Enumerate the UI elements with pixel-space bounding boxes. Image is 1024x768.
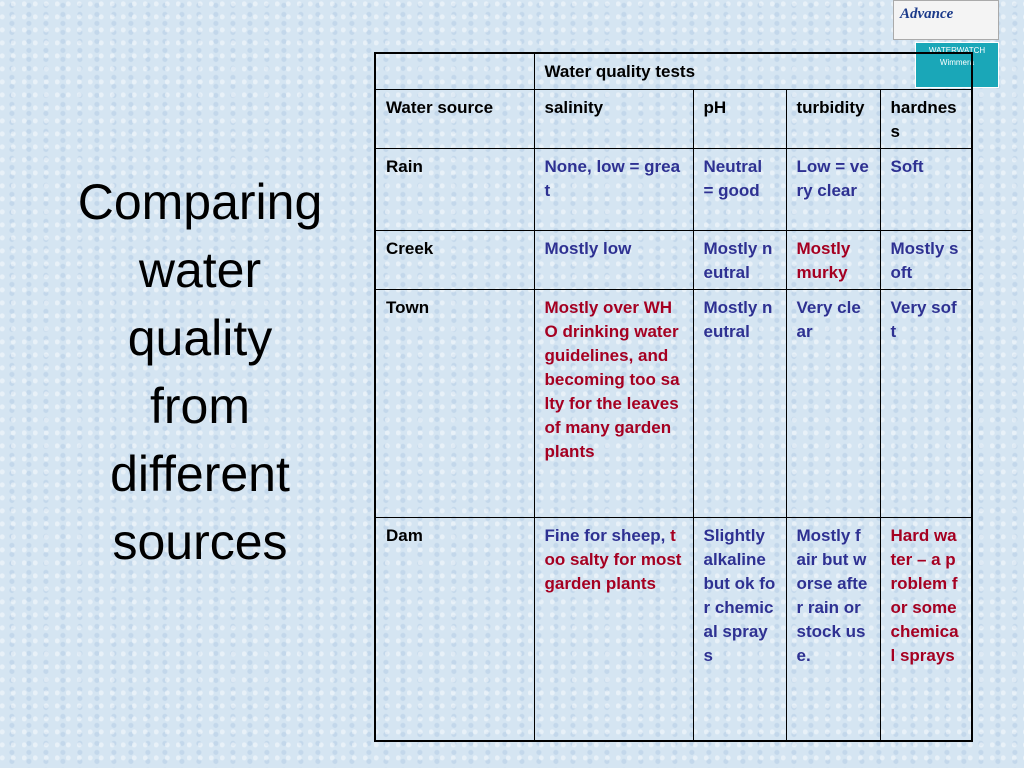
title-line: from: [150, 378, 250, 434]
logo-text: Advance: [900, 6, 954, 22]
table-cell: Very soft: [879, 288, 973, 518]
title-line: different: [110, 446, 290, 502]
cell-text: Mostly neutral: [703, 297, 773, 341]
table-cell: Slightly alkaline but ok for chemical sp…: [692, 516, 787, 742]
cell-text: Mostly murky: [796, 238, 851, 282]
table-cell: Neutral = good: [692, 147, 787, 231]
cell-text: None, low = great: [544, 156, 681, 200]
cell-text: Mostly over WHO drinking water guideline…: [544, 297, 680, 461]
header-row: Water source salinity pH turbidity hardness: [374, 88, 973, 149]
cell-text: Creek: [386, 238, 434, 258]
table-cell: Hard water – a problem for some chemical…: [879, 516, 973, 742]
cell-text: Neutral = good: [703, 156, 763, 200]
table-cell: Mostly over WHO drinking water guideline…: [533, 288, 694, 518]
cell-text: Rain: [386, 156, 423, 176]
title-line: Comparing: [77, 174, 323, 230]
title-line: sources: [112, 514, 288, 570]
logo-text: WATERWATCH: [928, 46, 986, 55]
table-cell: Mostly soft: [879, 229, 973, 290]
table-cell: Dam: [374, 516, 535, 742]
cell-text: Mostly low: [544, 238, 632, 258]
cell-text: Very soft: [890, 297, 957, 341]
group-header: Water quality tests: [533, 52, 973, 90]
table-cell: Mostly neutral: [692, 229, 787, 290]
column-header: turbidity: [785, 88, 881, 149]
cell-text: Mostly fair but worse after rain or stoc…: [796, 525, 868, 665]
cell-text: Fine for sheep,: [544, 525, 666, 545]
cell-text: Very clear: [796, 297, 861, 341]
table-row: Creek Mostly low Mostly neutral Mostly murk…: [374, 229, 973, 290]
table-cell: Low = very clear: [785, 147, 881, 231]
cell-text: Town: [386, 297, 430, 317]
table-row: Dam Fine for sheep, too salty for most ga…: [374, 516, 973, 742]
cell-text: Hard water – a problem for some chemical…: [890, 525, 959, 665]
header-row: Water quality tests: [374, 52, 973, 90]
table-cell: None, low = great: [533, 147, 694, 231]
table-cell: Mostly neutral: [692, 288, 787, 518]
table-row: Rain None, low = great Neutral = good Low =…: [374, 147, 973, 231]
table-cell: Very clear: [785, 288, 881, 518]
slide-title: Comparing water quality from different source…: [40, 168, 360, 576]
column-header: Water source: [374, 88, 535, 149]
empty-cell: [374, 52, 535, 90]
cell-text: Mostly soft: [890, 238, 959, 282]
table-cell: Mostly fair but worse after rain or stoc…: [785, 516, 881, 742]
table-cell: Mostly murky: [785, 229, 881, 290]
table-cell: Mostly low: [533, 229, 694, 290]
cell-text: Soft: [890, 156, 924, 176]
column-header: hardness: [879, 88, 973, 149]
cell-text: Mostly neutral: [703, 238, 773, 282]
cell-text: Slightly alkaline but ok for chemical sp…: [703, 525, 776, 665]
water-table: Water quality tests Water source salinity p…: [374, 52, 974, 742]
advance-logo: Advance: [893, 0, 999, 40]
column-header: salinity: [533, 88, 694, 149]
cell-text: Dam: [386, 525, 423, 545]
table-row: Town Mostly over WHO drinking water guide…: [374, 288, 973, 518]
table-cell: Soft: [879, 147, 973, 231]
cell-text: Low = very clear: [796, 156, 869, 200]
column-header: pH: [692, 88, 787, 149]
table-cell: Town: [374, 288, 535, 518]
table-cell: Creek: [374, 229, 535, 290]
title-line: water: [138, 242, 262, 298]
table-cell: Rain: [374, 147, 535, 231]
title-line: quality: [127, 310, 273, 366]
table-cell: Fine for sheep, too salty for most garde…: [533, 516, 694, 742]
cell-text: too salty for most garden plants: [544, 525, 682, 593]
